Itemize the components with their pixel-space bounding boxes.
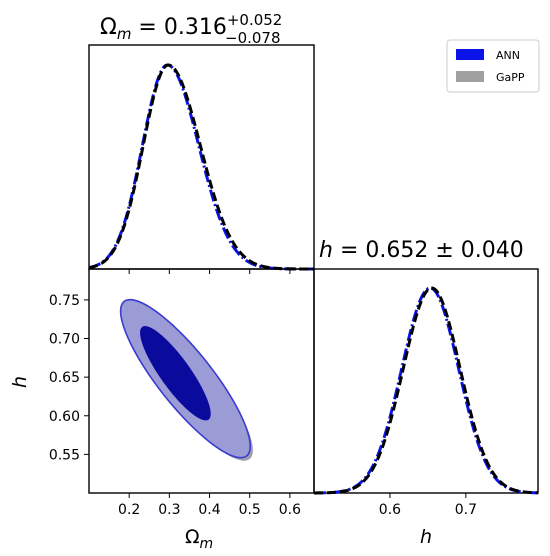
legend-ann-swatch (456, 49, 484, 60)
omega-m-gapp-curve (88, 63, 314, 271)
omega-m-x-tick-label: 0.5 (239, 502, 261, 518)
omega-m-x-tick-label: 0.3 (158, 502, 180, 518)
h-marginal-frame (313, 268, 539, 494)
h-y-tick-label: 0.60 (49, 409, 80, 425)
h-marginal-curves (313, 286, 539, 495)
h-title: h = 0.652 ± 0.040 (319, 238, 524, 263)
omega-m-x-tick-label: 0.6 (279, 502, 301, 518)
joint-contours (119, 298, 253, 461)
h-y-tick-label: 0.70 (49, 332, 80, 348)
legend: ANN GaPP (446, 39, 540, 93)
ann-contour-68-region (140, 326, 211, 421)
legend-gapp-label: GaPP (496, 71, 525, 84)
omega-m-marginal-ticks (128, 269, 291, 274)
omega-m-x-tick-label: 0.4 (198, 502, 220, 518)
h-marginal-panel: 0.6 0.7 h = 0.652 ± 0.040 h (313, 238, 539, 548)
omega-m-x-tick-label: 0.2 (118, 502, 140, 518)
h-y-tick-label: 0.55 (49, 447, 80, 463)
legend-box (446, 39, 540, 93)
h-gapp-curve (313, 286, 539, 495)
joint-contour-panel: 0.2 0.3 0.4 0.5 0.6 0.550.600.650.700.75 Ωm … (9, 268, 315, 552)
omega-m-ann-curve (88, 63, 314, 271)
omega-m-title-upper-error: +0.052 (227, 11, 283, 29)
legend-gapp-swatch (456, 71, 484, 82)
h-marginal-ticks: 0.6 0.7 (379, 493, 477, 518)
omega-m-title: Ωm = 0.316+0.052 −0.078 (100, 11, 282, 47)
omega-m-title-lower-error: −0.078 (225, 29, 281, 47)
joint-y-ticks: 0.55 0.60 0.65 0.70 0.75 (49, 293, 89, 463)
legend-ann-label: ANN (496, 49, 520, 62)
h-y-tick-label: 0.75 (49, 293, 80, 309)
h-x-tick-label: 0.7 (455, 502, 477, 518)
h-y-axis-label: h (9, 376, 31, 388)
omega-m-x-axis-label: Ωm (185, 526, 213, 552)
omega-m-x-axis-symbol: Ω (185, 526, 200, 548)
omega-m-marginal-curves (88, 63, 314, 271)
h-ann-curve (313, 286, 539, 495)
h-title-symbol: h (319, 238, 333, 263)
omega-m-x-axis-subscript: m (200, 536, 214, 552)
h-x-tick-label: 0.6 (379, 502, 401, 518)
omega-m-title-value: = 0.316 (131, 15, 226, 40)
omega-m-title-symbol: Ω (100, 15, 117, 40)
h-x-axis-label: h (420, 526, 432, 548)
h-y-tick-label: 0.65 (49, 370, 80, 386)
joint-x-ticks: 0.2 0.3 0.4 0.5 0.6 (118, 493, 301, 518)
omega-m-marginal-panel: Ωm = 0.316+0.052 −0.078 (88, 11, 315, 274)
h-title-value: = 0.652 ± 0.040 (333, 238, 524, 263)
omega-m-title-subscript: m (117, 25, 132, 43)
